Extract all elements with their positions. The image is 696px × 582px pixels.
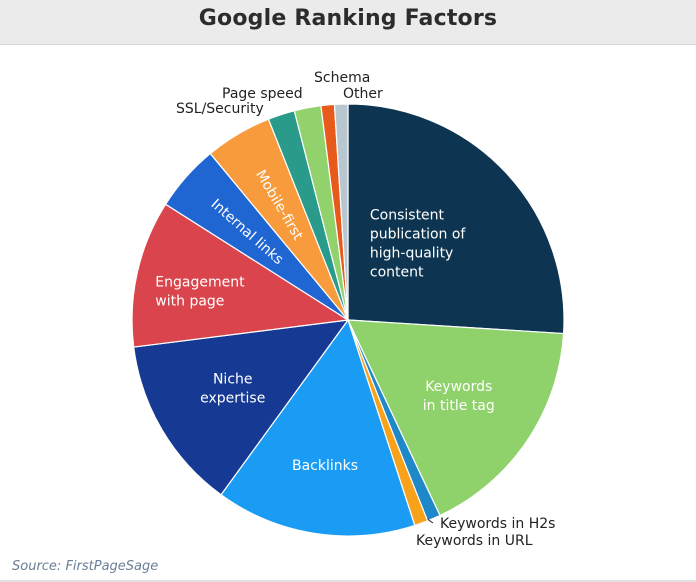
- label-consistent-publication-of-high-quality-content: Consistent publication of high-quality cont…: [370, 208, 467, 281]
- label-keywords-in-url: Keywords in URL: [416, 533, 533, 549]
- label-schema: Schema: [314, 70, 370, 86]
- label-backlinks: Backlinks: [292, 458, 358, 474]
- slice-niche-expertise: [133, 319, 350, 496]
- slice-keywords-in-title-tag: [347, 319, 565, 517]
- bottom-divider: [0, 580, 696, 582]
- label-engagement-with-page: Engagement with page: [155, 274, 245, 309]
- label-keywords-in-h2s: Keywords in H2s: [440, 516, 555, 532]
- label-niche-expertise: Niche expertise: [200, 372, 265, 407]
- label-other: Other: [343, 86, 383, 102]
- label-ssl-security: SSL/Security: [176, 101, 264, 117]
- slice-backlinks: [220, 318, 416, 537]
- title-banner: [0, 0, 696, 45]
- source-note: Source: FirstPageSage: [12, 559, 159, 574]
- label-page-speed: Page speed: [222, 86, 303, 102]
- slice-other: [333, 103, 349, 321]
- slice-engagement-with-page: [131, 203, 350, 348]
- slice-consistent-publication-of-high-quality-content: [347, 103, 565, 335]
- label-keywords-in-title-tag: Keywords in title tag: [423, 379, 495, 414]
- chart-title: Google Ranking Factors: [198, 6, 498, 31]
